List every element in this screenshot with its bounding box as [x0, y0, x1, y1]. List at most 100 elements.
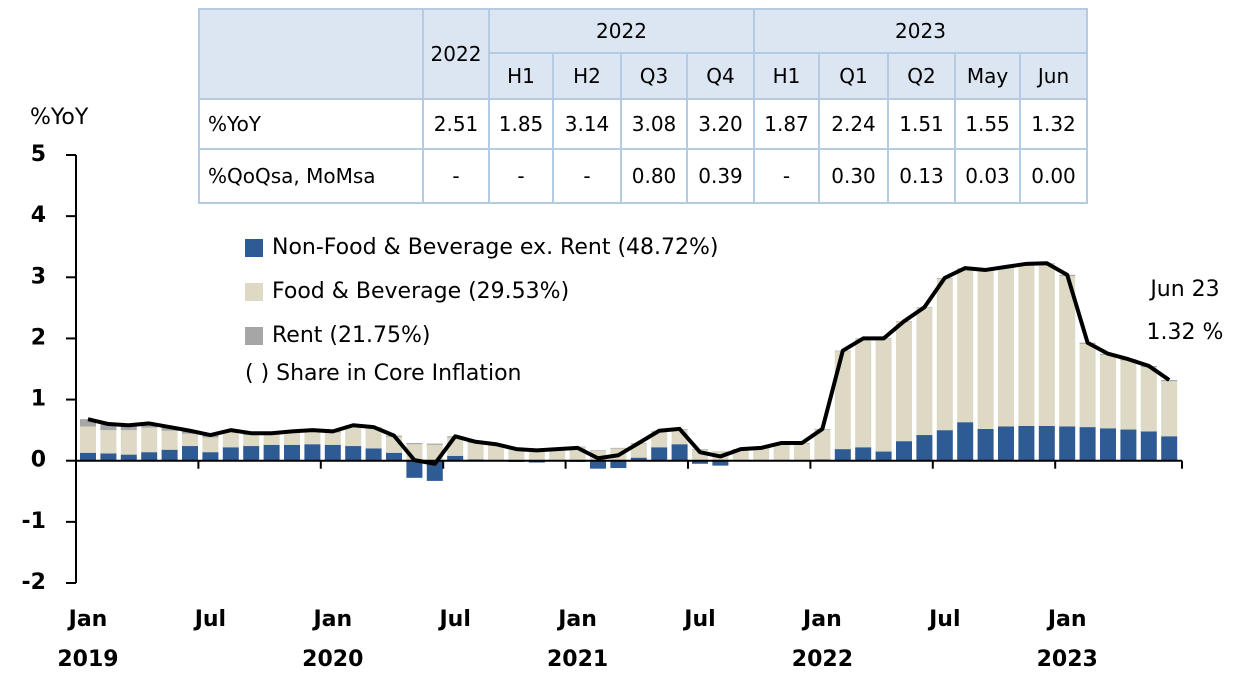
line [87, 261, 1171, 466]
bar [1120, 360, 1137, 430]
bar [1140, 431, 1157, 461]
bar [998, 426, 1014, 461]
bar [284, 444, 300, 461]
bar [1079, 343, 1096, 428]
table-header: 2022 [422, 8, 490, 100]
bar [182, 433, 198, 447]
bar [222, 431, 239, 448]
bar [916, 307, 933, 436]
bar [590, 450, 606, 451]
legend-label: Rent (21.75%) [272, 323, 430, 348]
bar [324, 444, 341, 461]
bar [977, 428, 994, 461]
table-cell: 3.14 [552, 98, 622, 150]
x-tick-label: Jul [682, 607, 715, 632]
x-tick-label: Jul [438, 607, 471, 632]
bar [100, 424, 117, 431]
bar [528, 449, 545, 461]
bar [692, 449, 708, 461]
bar [998, 267, 1014, 427]
bar [732, 449, 749, 461]
y-tick-label: 4 [31, 203, 46, 228]
bar [1100, 428, 1116, 461]
bar [610, 447, 627, 449]
bar [590, 460, 606, 469]
bar [855, 447, 872, 461]
bar [243, 435, 260, 447]
table-cell: 1.51 [887, 98, 956, 150]
table-subheader-row: H1 H2 Q3 Q4 H1 Q1 Q2 May Jun [199, 52, 1088, 100]
legend-label: Non-Food & Beverage ex. Rent (48.72%) [272, 235, 719, 260]
bar [284, 432, 300, 445]
x-tick-label: Jan 2019 [57, 607, 118, 672]
table-cell: - [488, 148, 554, 204]
y-tick-label: 3 [31, 264, 46, 289]
table-cell: 0.03 [954, 148, 1021, 204]
table-subheader: Q3 [620, 52, 688, 100]
bar [1059, 426, 1076, 461]
bar [406, 460, 423, 478]
bar [508, 449, 525, 461]
table-header: 2023 [753, 8, 1088, 54]
table-header: 2022 [488, 8, 755, 54]
table-subheader: H1 [753, 52, 820, 100]
bar [610, 460, 627, 469]
bar [773, 443, 790, 461]
row-label: %QoQsa, MoMsa [198, 148, 424, 204]
table-cell: - [753, 148, 820, 204]
table-header-row: 2022 2022 2023 [198, 8, 1088, 100]
bar [977, 270, 994, 429]
annotation-title: Jun 23 [1148, 277, 1219, 302]
table-row: %YoY 2.51 1.85 3.14 3.08 3.20 1.87 2.24 1.51 1.55… [198, 98, 1088, 150]
bar [834, 351, 851, 450]
bar [202, 437, 219, 453]
bar [345, 446, 362, 461]
table-row: %QoQsa, MoMsa - - -0.80 0.39-0.30 0.13 0.03 0.0… [198, 148, 1088, 204]
bar [957, 268, 974, 423]
table-corner [198, 8, 424, 100]
bar [80, 419, 96, 427]
bar [304, 444, 321, 461]
row-label: %YoY [198, 98, 424, 150]
table-subheader: Jun [1019, 52, 1088, 100]
bar [141, 423, 158, 428]
x-tick-label: Jan 2022 [792, 607, 853, 672]
table-subheader: Q2 [887, 52, 956, 100]
bar [345, 426, 362, 447]
table-cell: 0.39 [686, 148, 755, 204]
bar [936, 430, 953, 461]
bar [916, 435, 933, 461]
bar [120, 454, 137, 461]
table-subheader: Q1 [818, 52, 889, 100]
legend-swatch [245, 283, 263, 301]
bar [120, 430, 137, 455]
bar [426, 460, 443, 481]
bar [1018, 264, 1035, 426]
bar [1161, 436, 1178, 461]
table-subheader: H1 [488, 52, 554, 100]
bar [855, 339, 872, 448]
summary-table: 2022 2022 2023 H1 H2 Q3 Q4 H1 Q1 Q2 May Jun %YoY… [198, 8, 1088, 204]
y-tick-label: 1 [31, 387, 46, 412]
table-cell: 3.08 [620, 98, 688, 150]
table-cell: - [422, 148, 490, 204]
bar [141, 452, 158, 461]
bar [692, 460, 708, 464]
bar [304, 431, 321, 445]
table-subheader: H2 [552, 52, 622, 100]
bar [406, 442, 423, 445]
x-tick-label: Jan 2023 [1037, 607, 1098, 672]
table-cell: 2.51 [422, 98, 490, 150]
table-cell: 1.32 [1019, 98, 1088, 150]
bar [1059, 276, 1076, 427]
bar [1100, 354, 1116, 429]
bar [1079, 427, 1096, 461]
legend-swatch [245, 327, 263, 345]
table-cell: 1.85 [488, 98, 554, 150]
x-tick-label: Jul [193, 607, 226, 632]
bar [875, 339, 892, 452]
bar [671, 444, 688, 461]
annotation-value: 1.32 % [1147, 320, 1224, 345]
bar [120, 425, 137, 431]
